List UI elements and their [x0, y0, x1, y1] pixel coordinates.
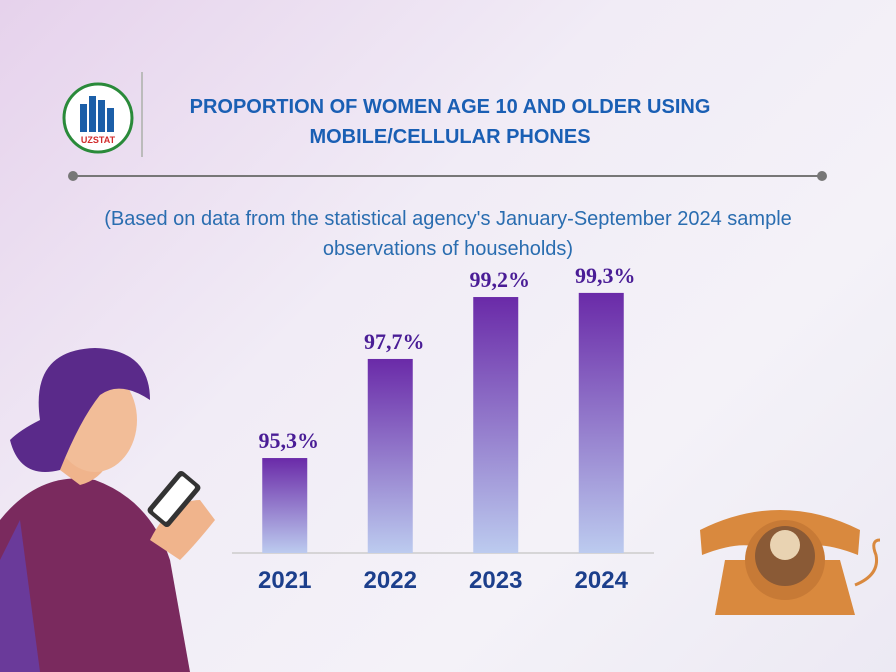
bar	[367, 358, 413, 553]
value-label: 99,2%	[470, 267, 531, 292]
logo-text: UZSTAT	[81, 135, 116, 145]
bar	[262, 458, 308, 553]
x-tick-label: 2023	[469, 567, 522, 594]
chart-title: PROPORTION OF WOMEN AGE 10 AND OLDER USI…	[189, 96, 711, 148]
bar	[473, 297, 519, 553]
x-tick-label: 2021	[258, 567, 311, 594]
telephone-illustration	[700, 510, 881, 615]
value-label: 95,3%	[259, 428, 320, 453]
x-tick-label: 2022	[364, 567, 417, 594]
bar	[578, 292, 624, 553]
chart-subtitle: (Based on data from the statistical agen…	[104, 208, 792, 260]
logo: UZSTAT	[62, 82, 134, 154]
value-label: 97,7%	[364, 329, 425, 354]
woman-illustration	[0, 348, 215, 672]
rule-dot	[817, 171, 827, 181]
rule-dot	[68, 171, 78, 181]
x-tick-label: 2024	[575, 567, 629, 594]
value-label: 99,3%	[575, 263, 636, 288]
